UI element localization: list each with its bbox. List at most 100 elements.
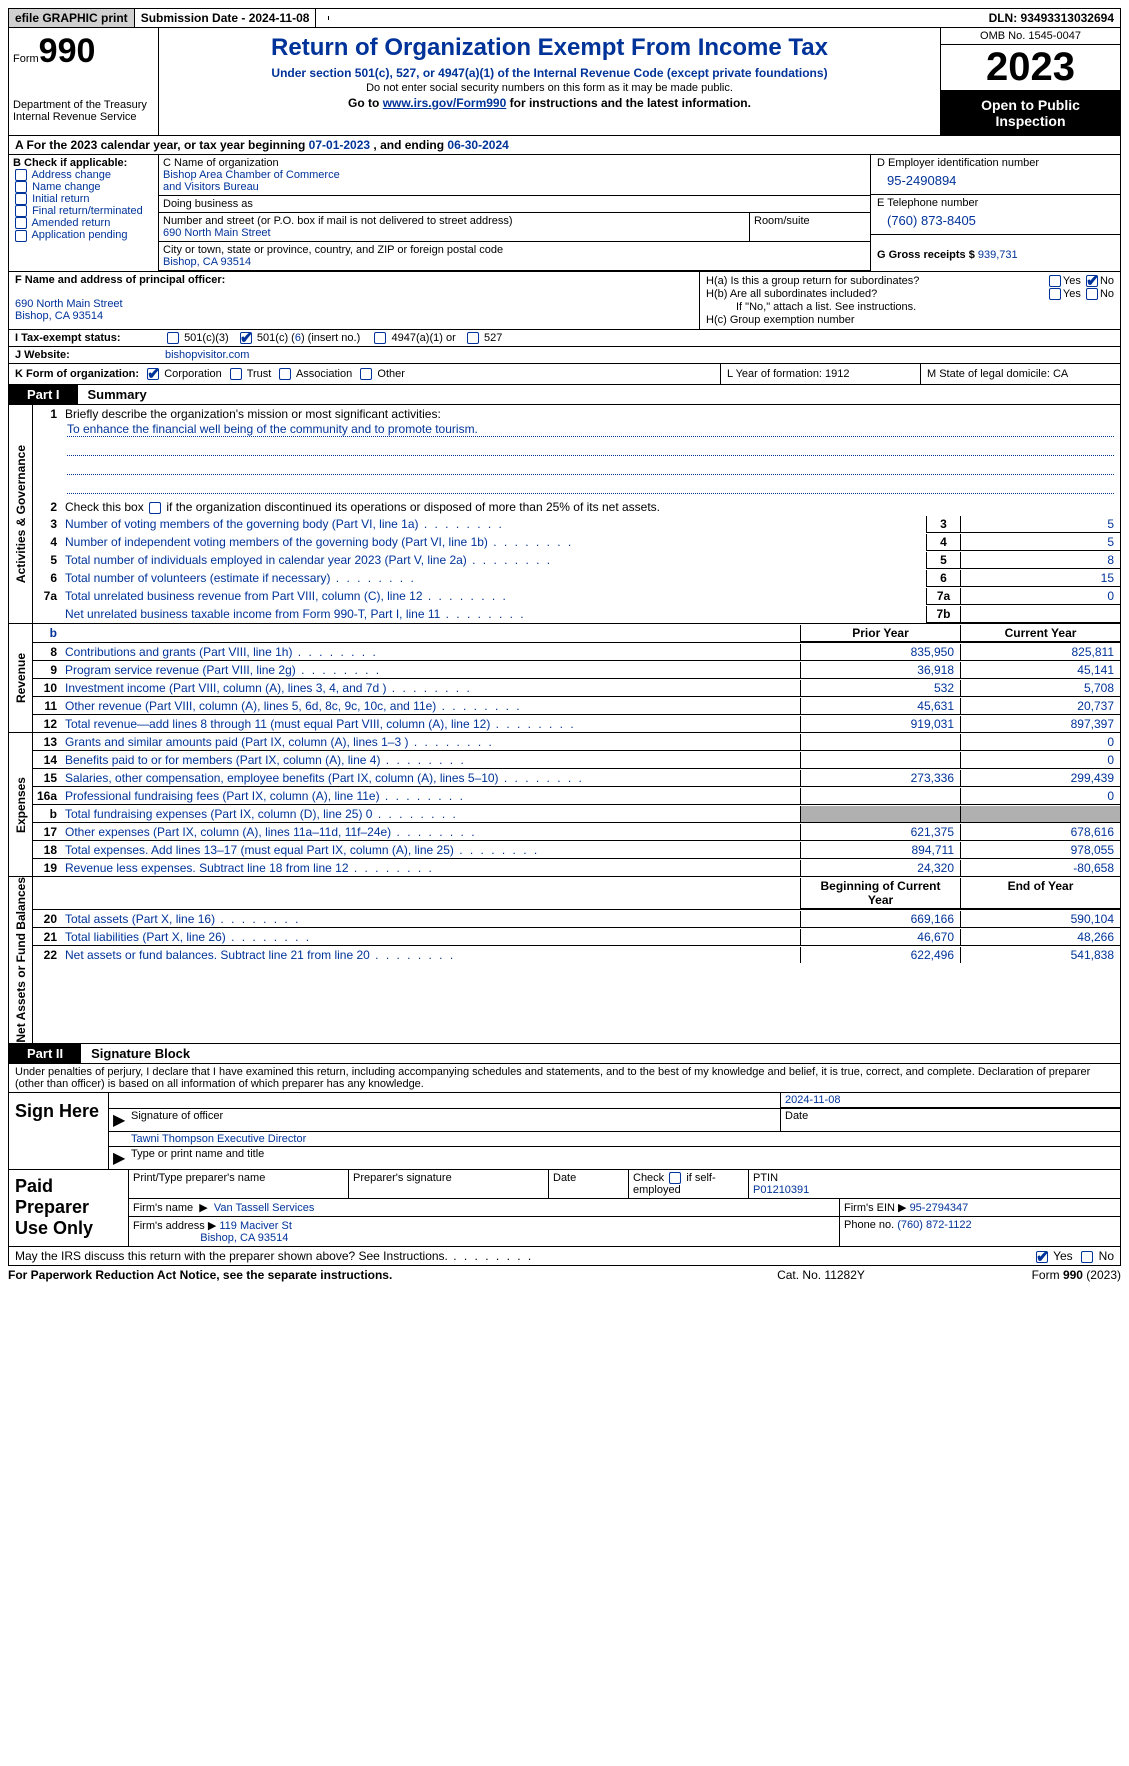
vlabel-revenue: Revenue (9, 624, 33, 733)
form-org-label: K Form of organization: (15, 368, 139, 380)
cb-501c3[interactable] (167, 332, 179, 344)
prep-date-hdr: Date (549, 1170, 629, 1198)
cb-name-change[interactable] (15, 181, 27, 193)
header-right: OMB No. 1545-0047 2023 Open to Public In… (940, 28, 1120, 135)
sig-intro: Under penalties of perjury, I declare th… (8, 1064, 1121, 1093)
officer-addr2: Bishop, CA 93514 (15, 310, 103, 322)
ha-no: No (1100, 275, 1114, 287)
cb-hb-yes[interactable] (1049, 288, 1061, 300)
summary-line: 15Salaries, other compensation, employee… (33, 769, 1120, 787)
cb-final-return[interactable] (15, 205, 27, 217)
city-value: Bishop, CA 93514 (163, 256, 866, 268)
prep-sig-hdr: Preparer's signature (349, 1170, 549, 1198)
col-b-checkboxes: B Check if applicable: Address change Na… (9, 155, 159, 271)
cb-address-change[interactable] (15, 169, 27, 181)
cb-trust[interactable] (230, 368, 242, 380)
cb-ha-no[interactable] (1086, 275, 1098, 287)
summary-line: 3Number of voting members of the governi… (33, 515, 1120, 533)
street-value: 690 North Main Street (163, 227, 745, 239)
cb-hb-no[interactable] (1086, 288, 1098, 300)
omb-number: OMB No. 1545-0047 (941, 28, 1120, 45)
cb-amended-return[interactable] (15, 217, 27, 229)
goto-line: Go to www.irs.gov/Form990 for instructio… (167, 96, 932, 110)
form-title: Return of Organization Exempt From Incom… (167, 34, 932, 62)
tax-year-begin: 07-01-2023 (309, 138, 370, 152)
section-revenue: Revenue bPrior YearCurrent Year 8Contrib… (9, 624, 1120, 733)
hdr-current-year: Current Year (960, 625, 1120, 642)
ein-label: D Employer identification number (877, 157, 1039, 169)
opt-501c3: 501(c)(3) (184, 332, 229, 344)
cb-initial-return[interactable] (15, 193, 27, 205)
cb-application-pending[interactable] (15, 230, 27, 242)
dln: DLN: 93493313032694 (983, 9, 1120, 27)
cb-corp[interactable] (147, 368, 159, 380)
cb-other[interactable] (360, 368, 372, 380)
footer-form-c: (2023) (1083, 1268, 1121, 1282)
mission-line-2 (67, 441, 1114, 456)
summary-line: 19Revenue less expenses. Subtract line 1… (33, 859, 1120, 876)
hb-note: If "No," attach a list. See instructions… (706, 301, 1114, 313)
opt-application-pending: Application pending (31, 229, 127, 241)
firm-addr1-value: 119 Maciver St (219, 1220, 292, 1232)
firm-ein-value: 95-2794347 (910, 1202, 969, 1214)
efile-print-button[interactable]: efile GRAPHIC print (9, 9, 135, 27)
mission-text: To enhance the financial well being of t… (67, 422, 1114, 437)
page-footer: For Paperwork Reduction Act Notice, see … (8, 1266, 1121, 1284)
tel-label: E Telephone number (877, 197, 978, 209)
opt-initial-return: Initial return (32, 193, 89, 205)
cb-ha-yes[interactable] (1049, 275, 1061, 287)
opt-527: 527 (484, 332, 502, 344)
opt-501c-b: ) (insert no.) (301, 332, 360, 344)
cb-line-2[interactable] (149, 502, 161, 514)
summary-line: 7aTotal unrelated business revenue from … (33, 587, 1120, 605)
summary-line: 6Total number of volunteers (estimate if… (33, 569, 1120, 587)
tax-year: 2023 (941, 45, 1120, 91)
cb-discuss-no[interactable] (1081, 1251, 1093, 1263)
section-fh: F Name and address of principal officer:… (8, 271, 1121, 329)
cb-501c[interactable] (240, 332, 252, 344)
dba-label: Doing business as (163, 198, 253, 210)
cb-self-employed[interactable] (669, 1172, 681, 1184)
ein-value: 95-2490894 (887, 173, 1114, 188)
website-label: J Website: (9, 347, 159, 363)
discuss-question: May the IRS discuss this return with the… (15, 1249, 448, 1263)
firm-ein-label: Firm's EIN (844, 1202, 895, 1214)
header-left: Form990 Department of the Treasury Inter… (9, 28, 159, 135)
summary-line: 16aProfessional fundraising fees (Part I… (33, 787, 1120, 805)
form-label: Form (13, 53, 39, 65)
firm-name-value: Van Tassell Services (214, 1202, 314, 1214)
hb-label: H(b) Are all subordinates included? (706, 288, 1047, 300)
firm-name-label: Firm's name (133, 1202, 193, 1214)
form-subtitle: Under section 501(c), 527, or 4947(a)(1)… (167, 66, 932, 80)
line-1-desc: Briefly describe the organization's miss… (65, 407, 441, 421)
sig-officer-label: Signature of officer (127, 1109, 780, 1131)
vlabel-expenses: Expenses (9, 733, 33, 877)
summary-line: 17Other expenses (Part IX, column (A), l… (33, 823, 1120, 841)
summary-line: 4Number of independent voting members of… (33, 533, 1120, 551)
header-center: Return of Organization Exempt From Incom… (159, 28, 940, 135)
street-label: Number and street (or P.O. box if mail i… (163, 215, 513, 227)
summary-line: 22Net assets or fund balances. Subtract … (33, 946, 1120, 963)
firm-addr2-value: Bishop, CA 93514 (200, 1232, 288, 1244)
cb-assoc[interactable] (279, 368, 291, 380)
discuss-no: No (1099, 1249, 1114, 1263)
sig-date-label: Date (780, 1109, 1120, 1131)
opt-amended-return: Amended return (31, 217, 110, 229)
cb-4947[interactable] (374, 332, 386, 344)
vlabel-net-assets: Net Assets or Fund Balances (9, 877, 33, 1044)
hdr-begin-year: Beginning of Current Year (800, 878, 960, 909)
org-name-label: C Name of organization (163, 157, 279, 169)
cell-street-room: Number and street (or P.O. box if mail i… (159, 213, 870, 242)
cb-527[interactable] (467, 332, 479, 344)
opt-assoc: Association (296, 368, 352, 380)
part-1-tag: Part I (9, 385, 78, 404)
summary-line: 14Benefits paid to or for members (Part … (33, 751, 1120, 769)
summary-line: 12Total revenue—add lines 8 through 11 (… (33, 715, 1120, 732)
row-a-mid: , and ending (370, 138, 447, 152)
hdr-prior-year: Prior Year (800, 625, 960, 642)
irs-link[interactable]: www.irs.gov/Form990 (383, 96, 507, 110)
col-m-state: M State of legal domicile: CA (920, 364, 1120, 384)
cb-discuss-yes[interactable] (1036, 1251, 1048, 1263)
dept-treasury: Department of the Treasury Internal Reve… (13, 99, 154, 123)
hb-yes: Yes (1063, 288, 1081, 300)
